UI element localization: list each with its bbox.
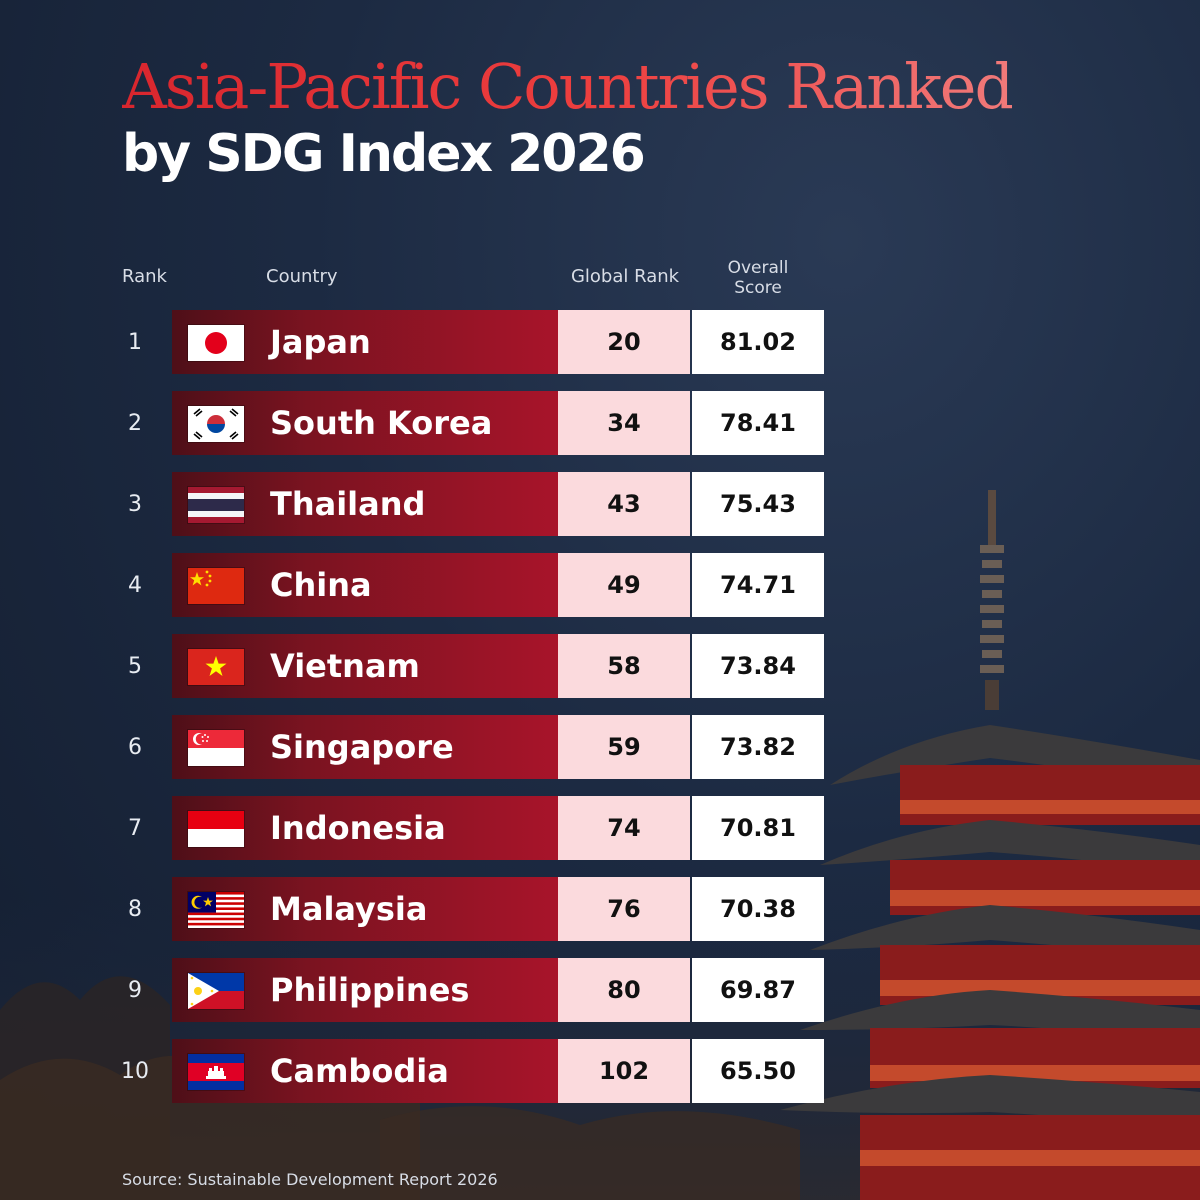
row-global-rank: 59 (558, 715, 690, 779)
flag-indonesia-icon (188, 811, 244, 847)
row-global-rank: 49 (558, 553, 690, 617)
row-global-rank: 102 (558, 1039, 690, 1103)
flag-singapore-icon (188, 730, 244, 766)
table-row-2: 2 South Korea 34 78.41 (0, 391, 1200, 457)
table-row-1: 1 Japan 20 81.02 (0, 310, 1200, 376)
row-country-name: China (270, 566, 372, 604)
row-global-rank: 74 (558, 796, 690, 860)
row-country-name: Philippines (270, 971, 470, 1009)
column-header-global-rank: Global Rank (570, 266, 680, 287)
flag-japan-icon (188, 325, 244, 361)
row-global-rank: 43 (558, 472, 690, 536)
row-overall-score: 73.82 (692, 715, 824, 779)
row-rank: 7 (128, 816, 142, 841)
row-country-name: Indonesia (270, 809, 446, 847)
row-overall-score: 75.43 (692, 472, 824, 536)
row-global-rank: 34 (558, 391, 690, 455)
row-country-name: Japan (270, 323, 371, 361)
row-country-name: South Korea (270, 404, 493, 442)
row-rank: 6 (128, 735, 142, 760)
column-header-overall-score-line2: Score (734, 278, 782, 298)
row-country-name: Singapore (270, 728, 454, 766)
row-rank: 4 (128, 573, 142, 598)
source-note: Source: Sustainable Development Report 2… (122, 1170, 498, 1189)
row-overall-score: 74.71 (692, 553, 824, 617)
row-overall-score: 70.38 (692, 877, 824, 941)
flag-china-icon (188, 568, 244, 604)
column-header-country: Country (266, 266, 338, 287)
row-country-name: Vietnam (270, 647, 420, 685)
row-rank: 8 (128, 897, 142, 922)
row-global-rank: 80 (558, 958, 690, 1022)
flag-malaysia-icon (188, 892, 244, 928)
row-country-name: Thailand (270, 485, 426, 523)
row-rank: 10 (121, 1059, 149, 1084)
row-rank: 9 (128, 978, 142, 1003)
table-row-5: 5 Vietnam 58 73.84 (0, 634, 1200, 700)
row-overall-score: 73.84 (692, 634, 824, 698)
column-header-rank: Rank (122, 266, 167, 287)
column-header-overall-score-line1: Overall (727, 258, 789, 278)
flag-cambodia-icon (188, 1054, 244, 1090)
table-row-6: 6 Singapore 59 73.82 (0, 715, 1200, 781)
row-rank: 5 (128, 654, 142, 679)
table-row-7: 7 Indonesia 74 70.81 (0, 796, 1200, 862)
row-overall-score: 69.87 (692, 958, 824, 1022)
row-global-rank: 20 (558, 310, 690, 374)
flag-thailand-icon (188, 487, 244, 523)
table-row-8: 8 Malaysia 76 70.38 (0, 877, 1200, 943)
row-overall-score: 81.02 (692, 310, 824, 374)
title-line-1: Asia-Pacific Countries Ranked (122, 50, 1014, 123)
table-row-9: 9 Philippines 80 69.87 (0, 958, 1200, 1024)
row-rank: 1 (128, 330, 142, 355)
row-rank: 2 (128, 411, 142, 436)
row-global-rank: 76 (558, 877, 690, 941)
table-row-10: 10 Cambodia 102 65.50 (0, 1039, 1200, 1105)
table-row-3: 3 Thailand 43 75.43 (0, 472, 1200, 538)
row-overall-score: 65.50 (692, 1039, 824, 1103)
row-country-name: Malaysia (270, 890, 428, 928)
row-overall-score: 70.81 (692, 796, 824, 860)
flag-south-korea-icon (188, 406, 244, 442)
table-row-4: 4 China 49 74.71 (0, 553, 1200, 619)
row-overall-score: 78.41 (692, 391, 824, 455)
flag-vietnam-icon (188, 649, 244, 685)
row-global-rank: 58 (558, 634, 690, 698)
title-line-2: by SDG Index 2026 (122, 124, 646, 184)
column-header-overall-score: Overall Score (692, 258, 824, 298)
row-country-name: Cambodia (270, 1052, 449, 1090)
row-rank: 3 (128, 492, 142, 517)
flag-philippines-icon (188, 973, 244, 1009)
